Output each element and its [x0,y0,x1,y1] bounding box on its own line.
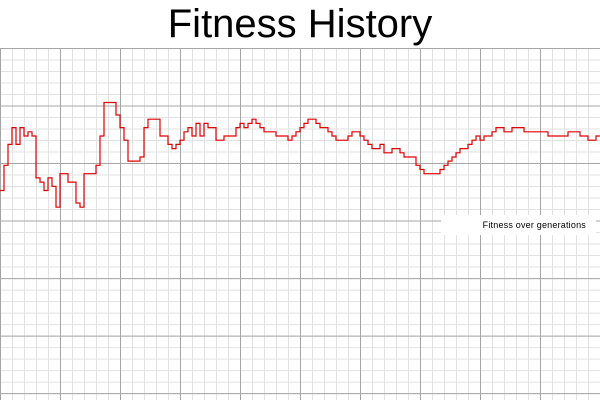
chart-title: Fitness History [167,2,433,46]
series-layer [0,101,600,208]
series-line-fitness [0,101,600,208]
legend-label-fitness: Fitness over generations [482,220,586,230]
legend: Fitness over generations [441,215,596,235]
